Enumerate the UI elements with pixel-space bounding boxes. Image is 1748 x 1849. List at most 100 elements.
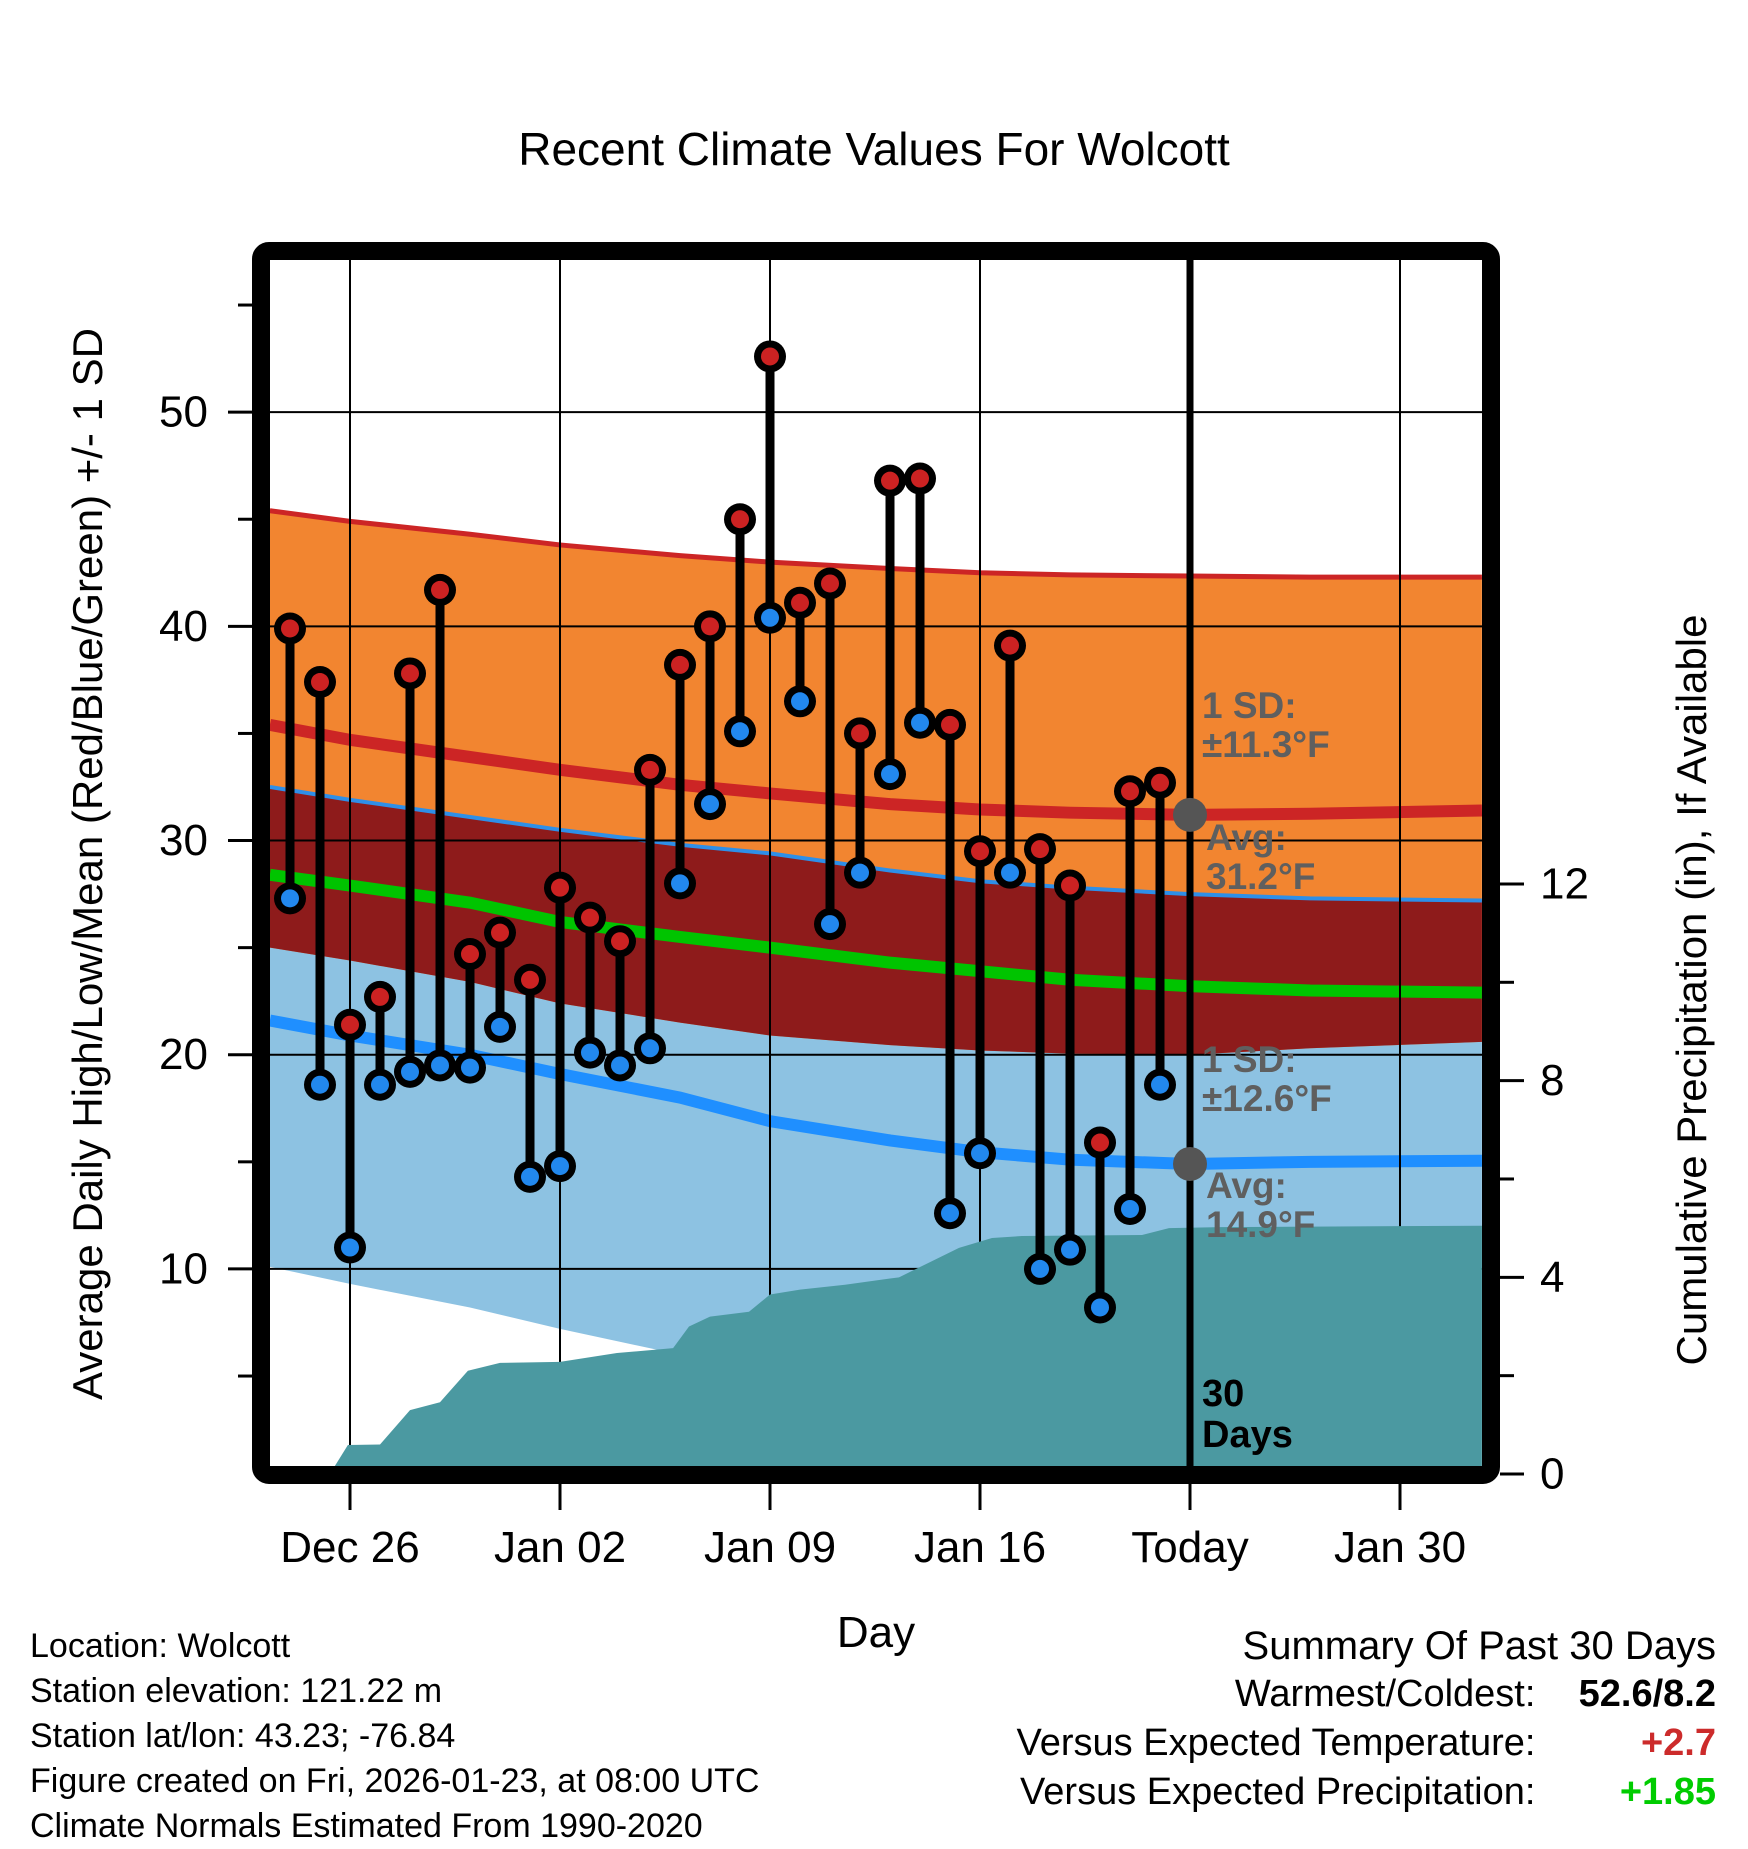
right-tick-label: 4 bbox=[1540, 1253, 1564, 1302]
low-dot-ring bbox=[904, 706, 936, 739]
high-dot-ring bbox=[1084, 1126, 1116, 1159]
annotation-30-days: 30 Days bbox=[1202, 1374, 1293, 1456]
annotation-sd-high-line2: ±11.3°F bbox=[1202, 724, 1330, 765]
high-dot bbox=[491, 923, 509, 942]
avg-high-marker bbox=[1173, 797, 1207, 832]
summary-panel: Summary Of Past 30 Days Warmest/Coldest:… bbox=[1017, 1622, 1716, 1817]
annotation-sd-low: 1 SD: ±12.6°F bbox=[1202, 1040, 1332, 1118]
right-axis-label: Cumulative Precipitation (in), If Availa… bbox=[1668, 614, 1715, 1366]
figure-created: Figure created on Fri, 2026-01-23, at 08… bbox=[30, 1762, 760, 1800]
low-dot-ring bbox=[274, 882, 306, 915]
high-dot-ring bbox=[574, 901, 606, 934]
x-tick-label: Today bbox=[1131, 1523, 1248, 1572]
band-overlap bbox=[270, 787, 1482, 1055]
high-dot-ring bbox=[814, 567, 846, 600]
high-dot-ring bbox=[424, 573, 456, 606]
left-tick-label: 30 bbox=[159, 816, 208, 865]
high-dot-ring bbox=[334, 1008, 366, 1041]
high-dot bbox=[1061, 876, 1079, 895]
annotation-avg-low-line2: 14.9°F bbox=[1206, 1204, 1316, 1245]
low-dot bbox=[401, 1062, 419, 1081]
high-dot bbox=[761, 347, 779, 366]
low-dot-ring bbox=[574, 1036, 606, 1069]
annotation-avg-low: Avg: 14.9°F bbox=[1206, 1166, 1315, 1244]
low-dot bbox=[791, 692, 809, 711]
low-dot bbox=[431, 1056, 449, 1075]
high-dot bbox=[971, 842, 989, 861]
low-dot bbox=[311, 1075, 329, 1094]
high-dot bbox=[851, 724, 869, 743]
high-dot bbox=[671, 655, 689, 674]
low-dot-ring bbox=[304, 1068, 336, 1101]
high-dot-ring bbox=[694, 610, 726, 643]
high-dot bbox=[1091, 1133, 1109, 1152]
low-dot bbox=[881, 765, 899, 784]
low-dot-ring bbox=[484, 1010, 516, 1043]
high-dot bbox=[1151, 773, 1169, 792]
left-tick-label: 40 bbox=[159, 602, 208, 651]
high-dot-ring bbox=[1144, 766, 1176, 799]
summary-label-vs-precipitation: Versus Expected Precipitation: bbox=[1020, 1771, 1536, 1813]
summary-title: Summary Of Past 30 Days bbox=[1242, 1624, 1716, 1668]
high-dot-ring bbox=[1114, 775, 1146, 808]
low-dot bbox=[941, 1204, 959, 1223]
left-axis-label: Average Daily High/Low/Mean (Red/Blue/Gr… bbox=[64, 328, 111, 1400]
high-dot bbox=[641, 760, 659, 779]
annotation-30-days-line1: 30 bbox=[1202, 1373, 1245, 1415]
low-dot-ring bbox=[784, 685, 816, 718]
low-dot bbox=[971, 1144, 989, 1163]
stem-group bbox=[274, 340, 1176, 1324]
high-dot bbox=[911, 469, 929, 488]
x-tick-label: Jan 16 bbox=[914, 1523, 1046, 1572]
low-dot-ring bbox=[664, 867, 696, 900]
high-dot bbox=[341, 1015, 359, 1034]
right-tick-label: 12 bbox=[1540, 859, 1589, 908]
low-dot bbox=[1091, 1298, 1109, 1317]
high-dot-ring bbox=[724, 503, 756, 536]
low-dot bbox=[821, 915, 839, 934]
high-dot bbox=[461, 945, 479, 964]
plot-area bbox=[270, 260, 1482, 1466]
annotation-sd-high-line1: 1 SD: bbox=[1202, 685, 1297, 726]
high-dot bbox=[1031, 840, 1049, 859]
high-dot-ring bbox=[994, 629, 1026, 662]
x-tick-label: Dec 26 bbox=[280, 1523, 419, 1572]
right-tick-label: 8 bbox=[1540, 1056, 1564, 1105]
station-info: Location: Wolcott Station elevation: 121… bbox=[30, 1624, 760, 1849]
low-band-top-line bbox=[270, 785, 1482, 903]
x-tick-label: Jan 09 bbox=[704, 1523, 836, 1572]
low-dot bbox=[1001, 863, 1019, 882]
high-dot-ring bbox=[304, 666, 336, 699]
low-dot bbox=[701, 795, 719, 814]
summary-label-warmest-coldest: Warmest/Coldest: bbox=[1234, 1673, 1536, 1715]
x-tick-label: Jan 30 bbox=[1334, 1523, 1466, 1572]
low-dot-ring bbox=[964, 1137, 996, 1170]
low-dot-ring bbox=[1114, 1192, 1146, 1225]
high-dot-ring bbox=[364, 980, 396, 1013]
left-tick-label: 50 bbox=[159, 388, 208, 437]
low-dot-ring bbox=[364, 1068, 396, 1101]
low-dot-ring bbox=[1024, 1252, 1056, 1285]
high-dot bbox=[731, 510, 749, 529]
left-tick-label: 10 bbox=[159, 1244, 208, 1293]
high-dot-ring bbox=[964, 835, 996, 868]
low-dot bbox=[641, 1039, 659, 1058]
high-dot-ring bbox=[874, 464, 906, 497]
high-dot bbox=[581, 908, 599, 927]
low-dot bbox=[461, 1058, 479, 1077]
low-dot-ring bbox=[394, 1055, 426, 1088]
summary-row: Warmest/Coldest: 52.6/8.2 bbox=[1017, 1670, 1716, 1719]
low-dot-ring bbox=[694, 788, 726, 821]
right-tick-label: 0 bbox=[1540, 1450, 1564, 1499]
high-dot-ring bbox=[904, 462, 936, 495]
low-dot bbox=[521, 1167, 539, 1186]
low-dot-ring bbox=[994, 856, 1026, 889]
low-dot-ring bbox=[1144, 1068, 1176, 1101]
plot-frame bbox=[252, 242, 1500, 1484]
avg-low-line bbox=[270, 1014, 1482, 1170]
low-dot bbox=[1031, 1259, 1049, 1278]
avg-high-line bbox=[270, 718, 1482, 821]
low-dot-ring bbox=[844, 856, 876, 889]
annotation-sd-high: 1 SD: ±11.3°F bbox=[1202, 686, 1330, 764]
